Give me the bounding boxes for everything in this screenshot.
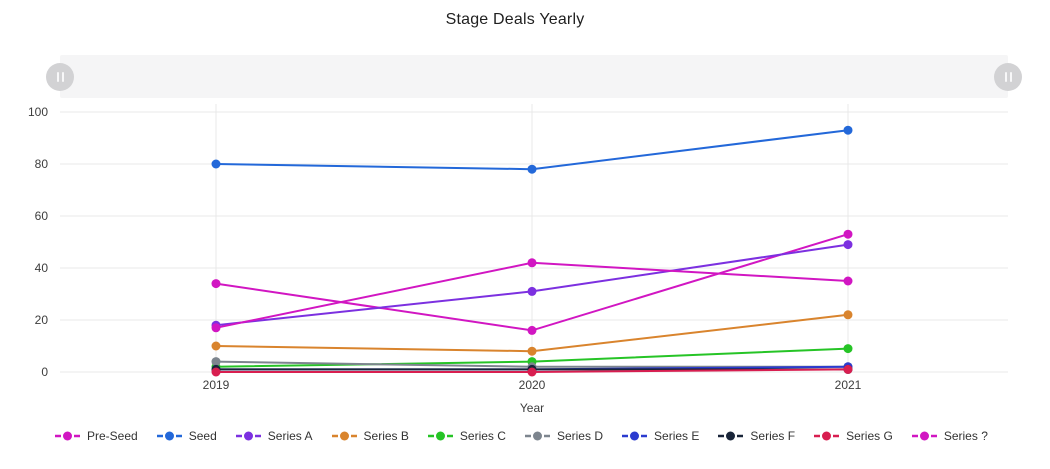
legend-item-series-e[interactable]: Series E xyxy=(622,429,699,443)
legend: Pre-Seed Seed Series A Series B Series C Seri… xyxy=(55,429,988,443)
data-point-series-2020[interactable] xyxy=(527,258,537,268)
legend-marker-icon xyxy=(156,431,182,441)
legend-marker-icon xyxy=(55,431,80,441)
data-point-series-g-2021[interactable] xyxy=(843,364,853,374)
y-tick-label: 60 xyxy=(35,209,49,223)
legend-label: Series C xyxy=(459,429,506,443)
y-tick-label: 100 xyxy=(28,105,48,119)
y-tick-label: 0 xyxy=(41,365,48,379)
x-axis-title: Year xyxy=(520,401,544,415)
data-point-series-b-2021[interactable] xyxy=(843,310,853,320)
data-point-series-g-2020[interactable] xyxy=(527,367,537,377)
data-point-series-2019[interactable] xyxy=(211,323,221,333)
legend-label: Series D xyxy=(556,429,603,443)
data-point-pre-seed-2021[interactable] xyxy=(843,229,853,239)
legend-item-seed[interactable]: Seed xyxy=(156,429,217,443)
legend-item-series-d[interactable]: Series D xyxy=(524,429,603,443)
legend-marker-icon xyxy=(622,431,648,441)
brush-handle-right[interactable] xyxy=(994,63,1022,91)
y-tick-label: 20 xyxy=(35,313,49,327)
legend-label: Series B xyxy=(363,429,409,443)
data-point-series-a-2020[interactable] xyxy=(527,286,537,296)
legend-label: Series ? xyxy=(943,429,988,443)
legend-item-pre-seed[interactable]: Pre-Seed xyxy=(55,429,138,443)
data-point-series-a-2021[interactable] xyxy=(843,240,853,250)
data-point-series-g-2019[interactable] xyxy=(211,367,221,377)
data-point-seed-2019[interactable] xyxy=(211,159,221,169)
legend-item-series[interactable]: Series ? xyxy=(911,429,988,443)
data-point-seed-2020[interactable] xyxy=(527,164,537,174)
y-tick-label: 80 xyxy=(35,157,49,171)
legend-item-series-b[interactable]: Series B xyxy=(331,429,409,443)
legend-label: Pre-Seed xyxy=(87,429,138,443)
chart-title: Stage Deals Yearly xyxy=(445,11,585,28)
plot-area: 0 20 40 60 80 100 2019 2020 2021 Year xyxy=(28,104,1008,415)
data-point-pre-seed-2020[interactable] xyxy=(527,325,537,335)
brush-handle-left[interactable] xyxy=(46,63,74,91)
x-tick-label: 2019 xyxy=(203,378,230,392)
legend-marker-icon xyxy=(331,431,357,441)
x-tick-label: 2021 xyxy=(835,378,862,392)
legend-label: Series E xyxy=(654,429,700,443)
legend-label: Series F xyxy=(750,429,796,443)
legend-marker-icon xyxy=(911,431,937,441)
data-point-seed-2021[interactable] xyxy=(843,125,853,135)
legend-item-series-c[interactable]: Series C xyxy=(427,429,506,443)
data-point-pre-seed-2019[interactable] xyxy=(211,279,221,289)
drag-grip-icon xyxy=(56,72,64,82)
legend-marker-icon xyxy=(718,431,744,441)
data-point-series-d-2019[interactable] xyxy=(211,357,221,367)
x-tick-label: 2020 xyxy=(519,378,546,392)
brush-track[interactable] xyxy=(46,55,1022,98)
drag-grip-icon xyxy=(1004,72,1012,82)
legend-label: Series G xyxy=(846,429,893,443)
legend-item-series-f[interactable]: Series F xyxy=(718,429,795,443)
legend-label: Seed xyxy=(188,429,217,443)
data-point-series-c-2021[interactable] xyxy=(843,344,853,354)
legend-item-series-a[interactable]: Series A xyxy=(235,429,313,443)
legend-label: Series A xyxy=(267,429,313,443)
legend-marker-icon xyxy=(235,431,261,441)
legend-marker-icon xyxy=(524,431,550,441)
legend-item-series-g[interactable]: Series G xyxy=(814,429,893,443)
legend-marker-icon xyxy=(814,431,840,441)
legend-marker-icon xyxy=(427,431,453,441)
data-point-series-b-2020[interactable] xyxy=(527,346,537,356)
data-point-series-2021[interactable] xyxy=(843,276,853,286)
data-point-series-b-2019[interactable] xyxy=(211,341,221,351)
y-tick-label: 40 xyxy=(35,261,49,275)
